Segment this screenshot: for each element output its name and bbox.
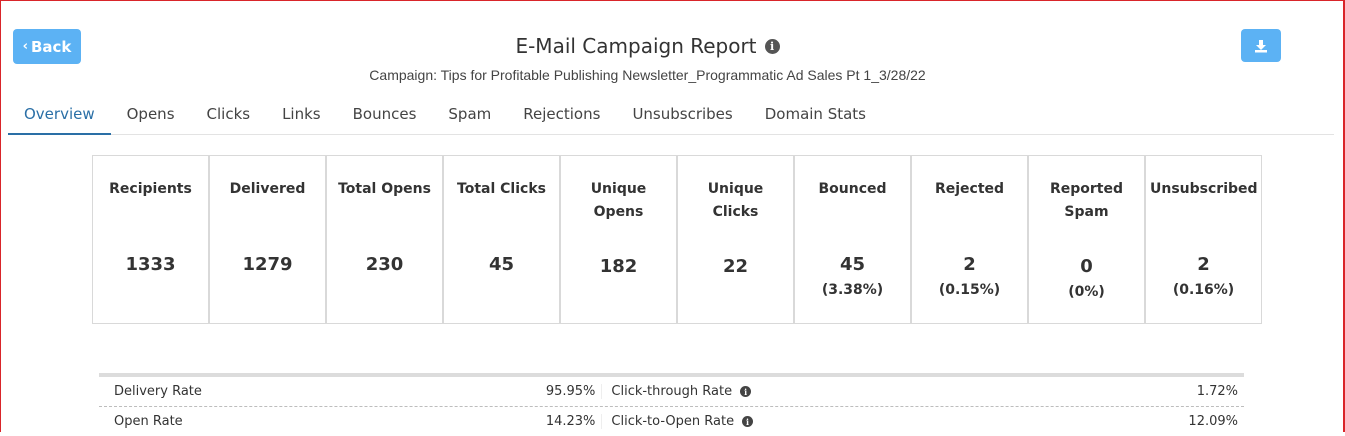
back-button-label: Back bbox=[30, 37, 72, 56]
rate-row-2: Open Rate 14.23% Click-to-Open Rate i 12… bbox=[99, 407, 1244, 436]
info-icon[interactable]: i bbox=[740, 386, 752, 397]
stats-summary: Recipients 1333 Delivered 1279 Total Ope… bbox=[92, 155, 1262, 324]
stat-label: Unique Clicks bbox=[707, 181, 764, 220]
rate-label: Open Rate bbox=[114, 414, 183, 429]
page-title: E-Mail Campaign Report bbox=[515, 34, 757, 58]
rate-value: 95.95% bbox=[545, 384, 596, 399]
info-icon[interactable]: i bbox=[764, 38, 780, 54]
stat-value: 1279 bbox=[242, 254, 293, 275]
stat-value: 182 bbox=[599, 256, 638, 277]
stat-value: 45 bbox=[839, 254, 866, 275]
stat-label: Bounced bbox=[818, 181, 887, 197]
stat-label: Total Clicks bbox=[457, 181, 546, 197]
click-to-open-rate-cell: Click-to-Open Rate i 12.09% bbox=[602, 414, 1244, 429]
stat-label: Reported Spam bbox=[1049, 181, 1124, 220]
stat-percent: (0.16%) bbox=[1172, 282, 1235, 298]
stat-label: Rejected bbox=[934, 181, 1005, 197]
stat-rejected: Rejected 2 (0.15%) bbox=[910, 156, 1027, 323]
tab-unsubscribes[interactable]: Unsubscribes bbox=[632, 105, 733, 123]
stat-label: Unique Opens bbox=[590, 181, 647, 220]
stat-unique-opens: Unique Opens 182 bbox=[559, 156, 676, 323]
rate-label-wrap: Click-through Rate i bbox=[611, 384, 752, 399]
stat-label: Unsubscribed bbox=[1150, 181, 1258, 197]
stat-value: 230 bbox=[365, 254, 404, 275]
tab-opens[interactable]: Opens bbox=[126, 105, 175, 123]
stat-value: 2 bbox=[1197, 254, 1210, 275]
stat-recipients: Recipients 1333 bbox=[93, 156, 208, 323]
tab-bounces[interactable]: Bounces bbox=[352, 105, 417, 123]
rate-value: 14.23% bbox=[545, 414, 596, 429]
stat-value: 22 bbox=[722, 256, 749, 277]
rate-label-wrap: Click-to-Open Rate i bbox=[611, 414, 754, 429]
stat-percent: (0%) bbox=[1068, 284, 1105, 300]
stat-unique-clicks: Unique Clicks 22 bbox=[676, 156, 793, 323]
tab-clicks[interactable]: Clicks bbox=[206, 105, 251, 123]
stat-value: 2 bbox=[963, 254, 976, 275]
tab-spam[interactable]: Spam bbox=[448, 105, 492, 123]
stat-value: 45 bbox=[488, 254, 515, 275]
rate-value: 12.09% bbox=[1188, 414, 1238, 429]
rate-label: Click-to-Open Rate bbox=[611, 414, 735, 429]
stat-value: 0 bbox=[1080, 256, 1093, 277]
stat-reported-spam: Reported Spam 0 (0%) bbox=[1027, 156, 1144, 323]
rate-row-1: Delivery Rate 95.95% Click-through Rate … bbox=[99, 377, 1244, 407]
rate-value: 1.72% bbox=[1196, 384, 1238, 399]
campaign-subtitle: Campaign: Tips for Profitable Publishing… bbox=[369, 67, 926, 83]
page-title-row: E-Mail Campaign Report i bbox=[0, 34, 1295, 58]
stat-unsubscribed: Unsubscribed 2 (0.16%) bbox=[1144, 156, 1261, 323]
stat-delivered: Delivered 1279 bbox=[208, 156, 325, 323]
chevron-left-icon: ‹ bbox=[22, 39, 28, 54]
report-tabs: Overview Opens Clicks Links Bounces Spam… bbox=[8, 99, 1334, 135]
stat-label: Recipients bbox=[109, 181, 192, 197]
open-rate-cell: Open Rate 14.23% bbox=[99, 414, 603, 429]
download-icon bbox=[1255, 39, 1267, 52]
stat-bounced: Bounced 45 (3.38%) bbox=[793, 156, 910, 323]
stat-label: Delivered bbox=[229, 181, 306, 197]
delivery-rate-cell: Delivery Rate 95.95% bbox=[99, 384, 603, 399]
rates-table: Delivery Rate 95.95% Click-through Rate … bbox=[99, 373, 1244, 436]
download-button[interactable] bbox=[1241, 29, 1281, 62]
stat-total-opens: Total Opens 230 bbox=[325, 156, 442, 323]
back-button[interactable]: ‹ Back bbox=[13, 29, 81, 64]
rate-label: Delivery Rate bbox=[114, 384, 202, 399]
stat-value: 1333 bbox=[125, 254, 176, 275]
tab-rejections[interactable]: Rejections bbox=[523, 105, 601, 123]
click-through-rate-cell: Click-through Rate i 1.72% bbox=[602, 384, 1244, 399]
tab-links[interactable]: Links bbox=[282, 105, 321, 123]
tab-domain-stats[interactable]: Domain Stats bbox=[764, 105, 866, 123]
stat-label: Total Opens bbox=[338, 181, 431, 197]
tab-overview[interactable]: Overview bbox=[8, 99, 111, 135]
info-icon[interactable]: i bbox=[742, 416, 754, 427]
stat-total-clicks: Total Clicks 45 bbox=[442, 156, 559, 323]
stat-percent: (0.15%) bbox=[938, 282, 1001, 298]
rate-label: Click-through Rate bbox=[611, 384, 733, 399]
stat-percent: (3.38%) bbox=[821, 282, 884, 298]
